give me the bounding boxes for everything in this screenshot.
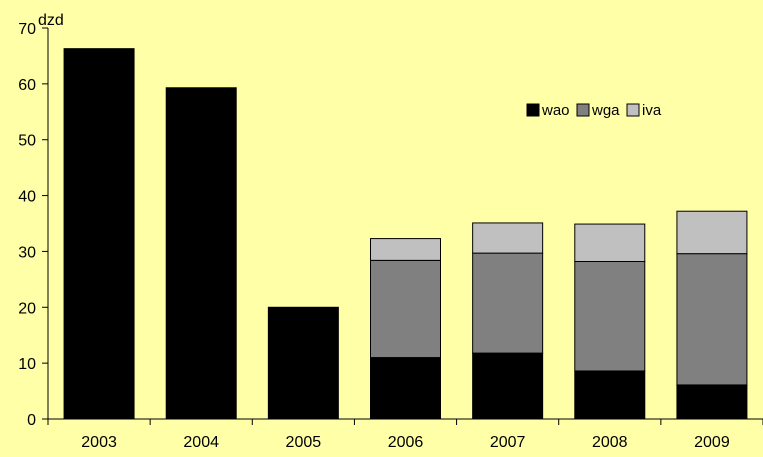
- x-tick-label: 2004: [183, 434, 219, 451]
- legend-swatch: [626, 103, 640, 117]
- bar-segment-iva: [472, 222, 544, 254]
- y-tick-label: 0: [27, 412, 36, 429]
- plot-area: 0 10 20 30 40 50 60 70 2003 2004 2005 2006 2007 2008…: [18, 12, 763, 451]
- bars: [63, 48, 748, 420]
- legend: wao wga iva: [526, 102, 662, 119]
- x-tick-label: 2003: [81, 434, 117, 451]
- y-tick-label: 70: [18, 21, 36, 38]
- legend-label: wao: [541, 102, 570, 119]
- legend-item-iva: iva: [626, 102, 662, 119]
- y-tick-label: 20: [18, 300, 36, 317]
- y-axis-label: dzd: [38, 12, 64, 29]
- x-tick-label: 2008: [592, 434, 628, 451]
- bar-segment-wao: [574, 370, 646, 420]
- bar-segment-wao: [63, 48, 135, 420]
- x-axis-ticks: 2003 2004 2005 2006 2007 2008 2009: [47, 419, 763, 451]
- bar-segment-wga: [574, 260, 646, 372]
- bar-segment-wao: [165, 87, 237, 420]
- legend-swatch: [576, 103, 590, 117]
- x-tick-label: 2005: [286, 434, 322, 451]
- y-tick-label: 40: [18, 189, 36, 206]
- x-tick-label: 2009: [694, 434, 730, 451]
- y-axis-ticks: 0 10 20 30 40 50 60 70: [18, 21, 48, 429]
- y-tick-label: 30: [18, 244, 36, 261]
- y-tick-label: 50: [18, 133, 36, 150]
- bar-segment-iva: [370, 238, 441, 261]
- bar-segment-wga: [370, 259, 441, 359]
- legend-item-wao: wao: [526, 102, 570, 119]
- x-tick-label: 2007: [490, 434, 526, 451]
- legend-label: wga: [591, 102, 620, 119]
- bar-segment-iva: [676, 210, 748, 255]
- legend-label: iva: [642, 102, 662, 119]
- bar-segment-wao: [370, 357, 441, 420]
- legend-item-wga: wga: [576, 102, 620, 119]
- bar-segment-wao: [472, 352, 544, 420]
- bar-segment-wga: [676, 253, 748, 386]
- y-tick-label: 60: [18, 77, 36, 94]
- bar-segment-wao: [676, 384, 748, 420]
- bar-segment-iva: [574, 223, 646, 262]
- bar-segment-wga: [472, 252, 544, 354]
- y-tick-label: 10: [18, 356, 36, 373]
- bar-segment-wao: [267, 306, 339, 420]
- x-tick-label: 2006: [388, 434, 424, 451]
- legend-swatch: [526, 103, 540, 117]
